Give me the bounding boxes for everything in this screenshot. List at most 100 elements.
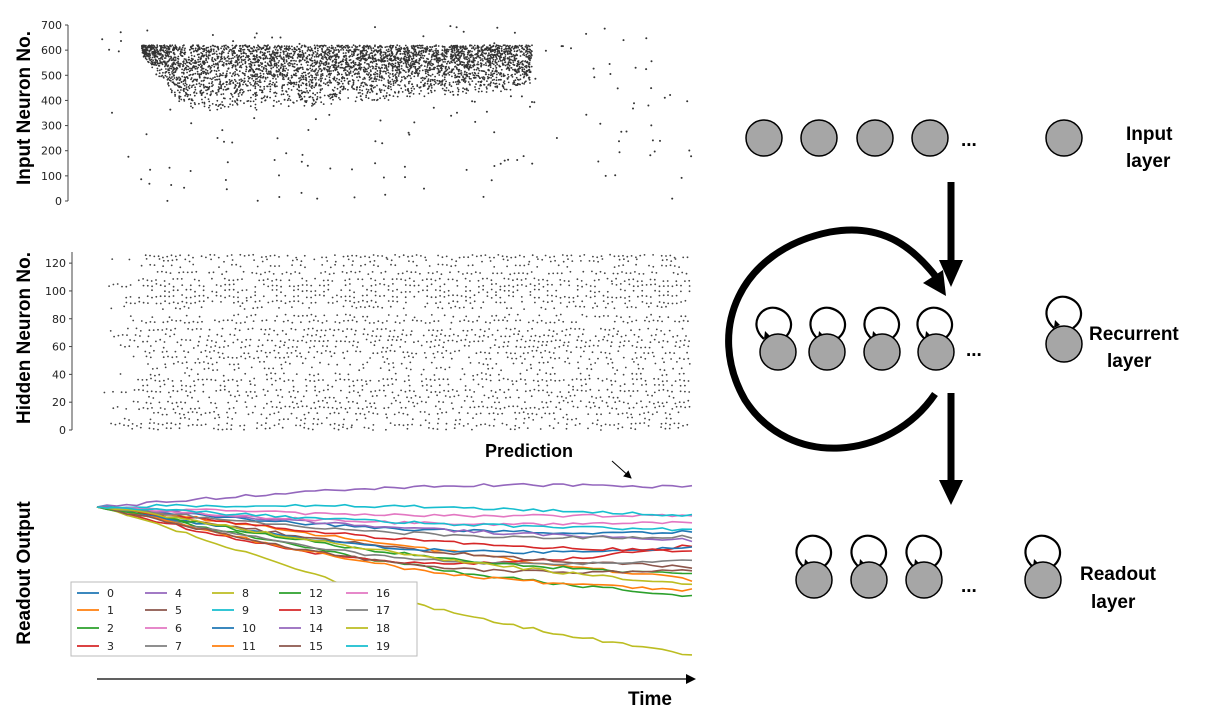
input-spike xyxy=(273,62,276,65)
input-spike xyxy=(202,70,204,73)
input-spike xyxy=(324,83,327,86)
input-spike xyxy=(380,75,383,77)
hidden-spike xyxy=(275,278,278,281)
input-spike xyxy=(293,66,296,68)
input-spike xyxy=(284,70,287,72)
input-spike xyxy=(285,56,288,58)
input-spike xyxy=(509,95,512,98)
input-spike xyxy=(162,49,165,52)
input-spike xyxy=(502,81,505,84)
input-spike xyxy=(322,82,325,84)
input-spike xyxy=(518,49,521,51)
input-spike xyxy=(421,79,424,82)
input-spike xyxy=(504,61,507,63)
input-spike xyxy=(492,56,495,59)
hidden-spike xyxy=(441,263,444,266)
input-spike xyxy=(231,54,234,57)
input-spike xyxy=(501,84,504,87)
input-spike xyxy=(234,80,237,83)
hidden-spike xyxy=(655,272,658,274)
input-spike xyxy=(146,49,149,52)
input-spike xyxy=(263,85,266,88)
input-spike xyxy=(253,36,256,39)
input-spike xyxy=(423,77,426,80)
input-spike xyxy=(311,62,314,65)
input-spike xyxy=(234,101,237,103)
input-spike xyxy=(373,60,376,63)
input-spike xyxy=(181,75,184,78)
input-spike xyxy=(242,44,244,47)
input-spike xyxy=(496,58,498,60)
input-spike xyxy=(526,52,529,55)
input-spike xyxy=(298,96,301,99)
input-spike xyxy=(396,57,398,59)
input-spike xyxy=(458,59,461,61)
hidden-spike xyxy=(667,290,669,293)
input-spike xyxy=(239,47,241,50)
hidden-spike xyxy=(254,291,257,293)
hidden-spike xyxy=(303,254,306,257)
input-spike xyxy=(307,129,310,131)
input-spike xyxy=(268,50,271,53)
input-spike xyxy=(166,76,168,78)
input-spike xyxy=(270,55,273,57)
input-spike xyxy=(196,70,199,73)
hidden-spike xyxy=(323,290,325,293)
input-spike xyxy=(231,44,234,47)
input-spike xyxy=(690,155,693,158)
input-spike xyxy=(200,80,203,82)
input-spike xyxy=(219,87,221,90)
hidden-spike xyxy=(162,259,165,262)
input-spike xyxy=(153,48,156,51)
input-spike xyxy=(296,57,299,59)
input-spike xyxy=(445,87,448,89)
input-spike xyxy=(349,59,352,61)
input-spike xyxy=(534,77,537,80)
hidden-spike xyxy=(615,277,617,280)
input-spike xyxy=(266,76,269,79)
hidden-spike xyxy=(628,283,631,286)
input-spike xyxy=(198,102,200,105)
input-spike xyxy=(359,65,361,67)
input-spike xyxy=(199,92,202,94)
input-spike xyxy=(284,65,286,67)
input-spike xyxy=(171,66,174,68)
hidden-spike xyxy=(226,255,229,257)
input-spike xyxy=(180,63,182,65)
input-spike xyxy=(452,81,455,84)
input-spike xyxy=(371,61,374,64)
input-spike xyxy=(216,75,219,78)
input-spike xyxy=(349,70,352,73)
hidden-spike xyxy=(151,289,153,292)
input-spike xyxy=(280,46,283,49)
input-spike xyxy=(272,81,274,84)
hidden-spike xyxy=(313,258,316,261)
input-spike xyxy=(146,29,149,32)
input-spike xyxy=(374,53,377,56)
hidden-spike xyxy=(281,273,284,275)
hidden-spike xyxy=(150,280,153,282)
input-spike xyxy=(369,66,371,68)
input-spike xyxy=(241,63,244,66)
input-spike xyxy=(111,111,113,114)
input-spike xyxy=(200,94,203,96)
input-spike xyxy=(411,70,414,73)
input-spike xyxy=(250,64,253,67)
hidden-spike xyxy=(381,255,384,257)
input-spike xyxy=(285,152,288,155)
input-spike xyxy=(451,55,454,58)
input-spike xyxy=(400,60,403,63)
input-spike xyxy=(507,76,510,78)
hidden-spike xyxy=(372,254,375,256)
input-spike xyxy=(498,83,501,86)
input-spike xyxy=(395,78,398,81)
hidden-spike xyxy=(561,254,564,256)
input-spike xyxy=(267,70,270,73)
input-spike xyxy=(395,59,397,62)
input-spike xyxy=(523,83,525,85)
input-spike xyxy=(364,45,367,48)
input-spike xyxy=(239,91,241,94)
hidden-spike xyxy=(622,264,625,266)
input-spike xyxy=(494,45,497,48)
